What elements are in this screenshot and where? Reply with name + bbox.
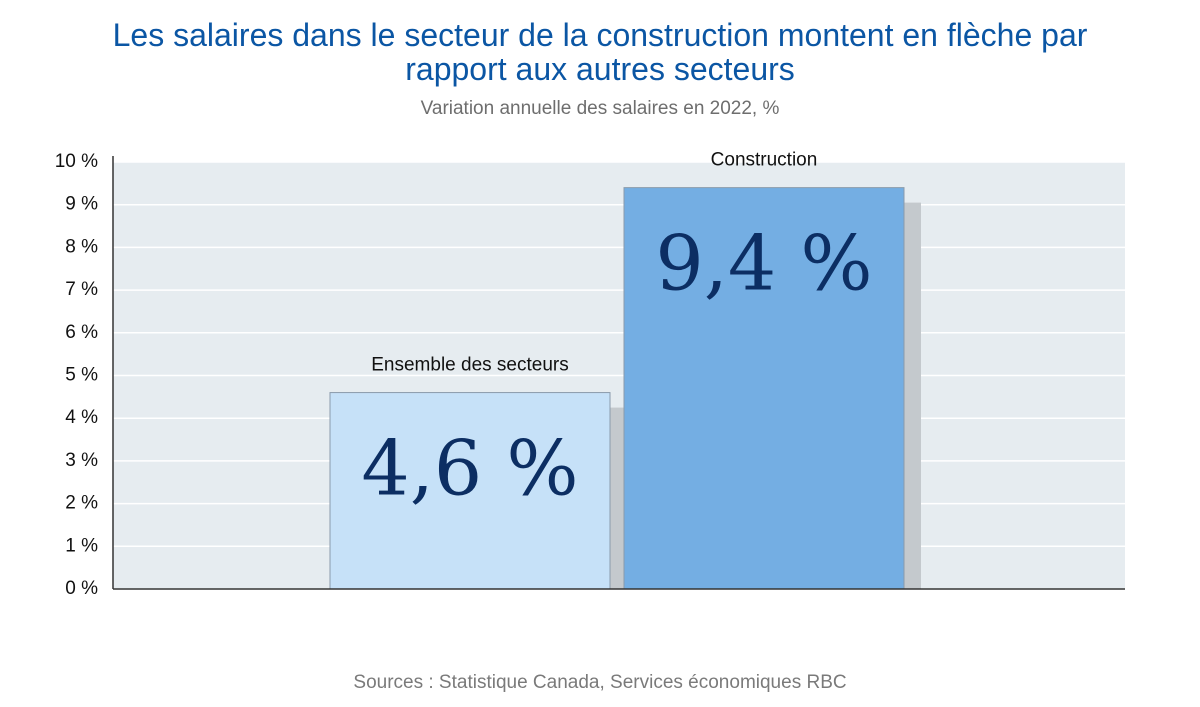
y-tick-label: 5 %: [65, 365, 98, 386]
bar: [623, 187, 905, 590]
chart-subtitle: Variation annuelle des salaires en 2022,…: [420, 98, 780, 119]
y-tick-label: 7 %: [65, 279, 98, 300]
value-label: 4,6 %: [361, 424, 578, 513]
source-note: Sources : Statistique Canada, Services é…: [353, 672, 847, 693]
category-label: Construction: [711, 150, 818, 171]
y-tick-label: 4 %: [65, 407, 98, 428]
y-tick-label: 2 %: [65, 493, 98, 514]
y-tick-label: 0 %: [65, 578, 98, 599]
y-tick-label: 9 %: [65, 194, 98, 215]
value-label: 9,4 %: [655, 219, 872, 308]
y-tick-label: 6 %: [65, 322, 98, 343]
y-tick-label: 1 %: [65, 535, 98, 556]
y-tick-label: 8 %: [65, 236, 98, 257]
category-label: Ensemble des secteurs: [371, 355, 569, 376]
chart: 0 % 1 % 2 % 3 % 4 % 5 % 6 % 7 % 8 % 9 % 10 % Ensemb…: [55, 150, 1125, 599]
chart-title: Les salaires dans le secteur de la const…: [112, 17, 1088, 87]
bar: [329, 392, 611, 590]
y-tick-label: 10 %: [55, 151, 98, 172]
y-tick-label: 3 %: [65, 450, 98, 471]
